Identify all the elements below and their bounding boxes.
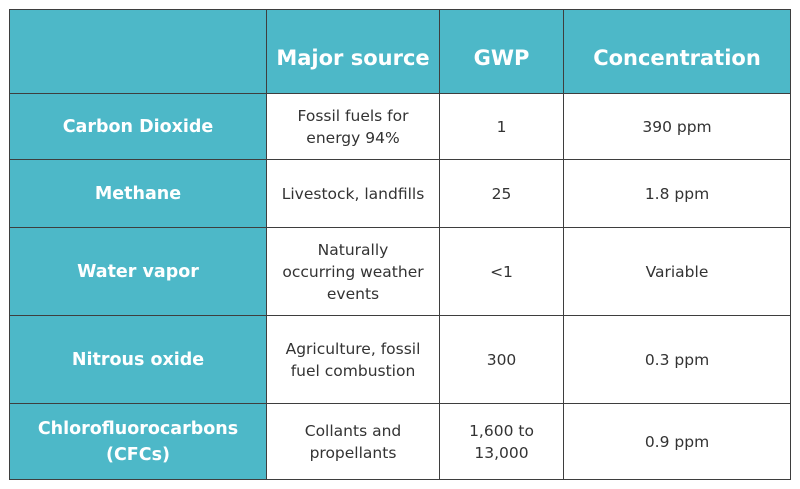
table-row: Carbon Dioxide Fossil fuels for energy 9… [9, 93, 791, 160]
table-row: Nitrous oxide Agriculture, fossil fuel c… [9, 315, 791, 404]
concentration-cell: 1.8 ppm [563, 159, 791, 228]
major-source-cell: Collants and propellants [266, 403, 440, 480]
header-corner-cell [9, 9, 267, 94]
major-source-cell: Naturally occurring weather events [266, 227, 440, 316]
greenhouse-gas-table: Major source GWP Concentration Carbon Di… [9, 9, 791, 480]
header-row: Major source GWP Concentration [9, 9, 791, 94]
gas-name-cell: Water vapor [9, 227, 267, 316]
major-source-cell: Livestock, landfills [266, 159, 440, 228]
header-major-source-label: Major source [276, 46, 430, 70]
gas-name-cell: Methane [9, 159, 267, 228]
gas-name-cell: Chlorofluorocarbons (CFCs) [9, 403, 267, 480]
gas-name-cell: Nitrous oxide [9, 315, 267, 404]
header-major-source: Major source [266, 9, 440, 94]
concentration-cell: 390 ppm [563, 93, 791, 160]
major-source-cell: Agriculture, fossil fuel combustion [266, 315, 440, 404]
gwp-cell: <1 [439, 227, 564, 316]
gwp-cell: 1 [439, 93, 564, 160]
gwp-cell: 300 [439, 315, 564, 404]
concentration-cell: 0.3 ppm [563, 315, 791, 404]
concentration-cell: Variable [563, 227, 791, 316]
major-source-cell: Fossil fuels for energy 94% [266, 93, 440, 160]
header-gwp: GWP [439, 9, 564, 94]
gas-name-cell: Carbon Dioxide [9, 93, 267, 160]
header-concentration: Concentration [563, 9, 791, 94]
table-row: Methane Livestock, landfills 25 1.8 ppm [9, 159, 791, 228]
table-row: Water vapor Naturally occurring weather … [9, 227, 791, 316]
gwp-cell: 25 [439, 159, 564, 228]
concentration-cell: 0.9 ppm [563, 403, 791, 480]
table-row: Chlorofluorocarbons (CFCs) Collants and … [9, 403, 791, 480]
gwp-cell: 1,600 to 13,000 [439, 403, 564, 480]
